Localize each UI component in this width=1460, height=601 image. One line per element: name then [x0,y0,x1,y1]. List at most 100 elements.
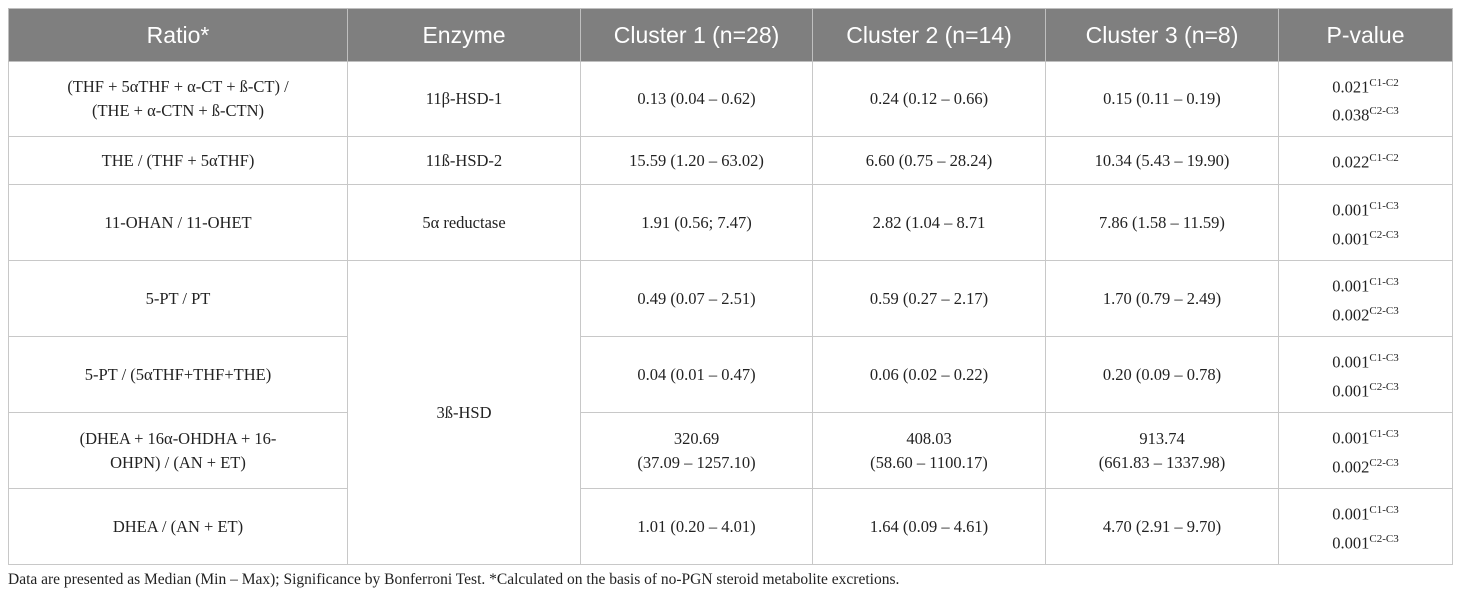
header-cell: Enzyme [347,8,581,62]
enzyme-cell: 11β-HSD-1 [347,61,581,137]
table-row: THE / (THF + 5αTHF) 11ß-HSD-2 15.59 (1.20 … [8,136,1453,185]
table-row: (THF + 5αTHF + α-CT + ß-CT) / (THE + α-CT… [8,61,1453,137]
cell-line: (DHEA + 16α-OHDHA + 16- [79,428,277,448]
p-value-comparison: C2-C3 [1369,105,1399,117]
p-value-comparison: C2-C3 [1369,380,1399,393]
p-value-line: 0.002C2-C3 [1285,451,1446,480]
cell-line: 2.82 (1.04 – 8.71 [872,212,986,232]
cell-line: (58.60 – 1100.17) [870,452,988,472]
p-value-line: 0.001C2-C3 [1285,375,1446,404]
cluster-cell: 6.60 (0.75 – 28.24) [812,136,1046,185]
p-value-line: 0.001C1-C3 [1285,270,1446,299]
cell-line: 5-PT / (5αTHF+THF+THE) [84,364,272,384]
cell-line: 0.59 (0.27 – 2.17) [869,288,989,308]
p-value: 0.001 [1332,428,1370,448]
cell-line: DHEA / (AN + ET) [112,516,244,536]
p-value-cell: 0.021C1-C2 0.038C2-C3 [1278,61,1453,137]
cell-line: 10.34 (5.43 – 19.90) [1094,150,1230,170]
header-cell: Cluster 1 (n=28) [580,8,813,62]
cluster-cell: 408.03 (58.60 – 1100.17) [812,412,1046,489]
ratio-cell: (THF + 5αTHF + α-CT + ß-CT) / (THE + α-CT… [8,61,348,137]
ratio-cell: (DHEA + 16α-OHDHA + 16- OHPN) / (AN + ET) [8,412,348,489]
header-cell: Cluster 2 (n=14) [812,8,1046,62]
p-value-comparison: C2-C3 [1369,456,1399,469]
cluster-cell: 320.69 (37.09 – 1257.10) [580,412,813,489]
cluster-cell: 2.82 (1.04 – 8.71 [812,184,1046,261]
ratio-cell: DHEA / (AN + ET) [8,488,348,565]
p-value-line: 0.001C1-C3 [1285,194,1446,223]
p-value: 0.002 [1332,305,1370,324]
cell-line: 1.91 (0.56; 7.47) [641,212,752,232]
table-header: Ratio* Enzyme Cluster 1 (n=28) Cluster 2 (n… [8,8,1453,62]
cluster-cell: 913.74 (661.83 – 1337.98) [1045,412,1279,489]
p-value-comparison: C1-C2 [1369,76,1399,89]
p-value-line: 0.001C1-C3 [1285,422,1446,451]
cell-line: 11-OHAN / 11-OHET [104,212,252,232]
enzyme-cell: 5α reductase [347,184,581,261]
cluster-cell: 0.06 (0.02 – 0.22) [812,336,1046,413]
cell-line: 320.69 [673,428,720,448]
cell-line: (THE + α-CTN + ß-CTN) [91,101,265,120]
cell-line: 15.59 (1.20 – 63.02) [629,150,764,170]
cluster-cell: 10.34 (5.43 – 19.90) [1045,136,1279,185]
p-value: 0.002 [1332,457,1370,476]
p-value-comparison: C1-C3 [1369,352,1399,364]
cluster-cell: 15.59 (1.20 – 63.02) [580,136,813,185]
cell-line: 1.70 (0.79 – 2.49) [1102,288,1222,308]
p-value-line: 0.021C1-C2 [1285,71,1446,100]
cell-line: 7.86 (1.58 – 11.59) [1099,212,1225,232]
p-value: 0.001 [1332,533,1370,552]
enzyme-cell: 11ß-HSD-2 [347,136,581,185]
p-value: 0.001 [1332,352,1370,372]
cell-line: 4.70 (2.91 – 9.70) [1102,516,1222,536]
p-value-cell: 0.001C1-C3 0.002C2-C3 [1278,412,1453,489]
p-value-line: 0.001C1-C3 [1285,346,1446,375]
p-value: 0.001 [1332,276,1370,296]
p-value-comparison: C2-C3 [1369,304,1399,317]
p-value-comparison: C1-C2 [1369,152,1399,165]
table-row: 11-OHAN / 11-OHET 5α reductase 1.91 (0.56;… [8,184,1453,261]
p-value-line: 0.022C1-C2 [1285,146,1446,175]
table-row: DHEA / (AN + ET) 1.01 (0.20 – 4.01) 1.64 (… [8,488,1453,565]
p-value-line: 0.001C1-C3 [1285,498,1446,527]
header-cell: P-value [1278,8,1453,62]
table-row: 5-PT / (5αTHF+THF+THE) 0.04 (0.01 – 0.47)… [8,336,1453,413]
cell-line: 0.20 (0.09 – 0.78) [1102,364,1222,384]
p-value-comparison: C1-C3 [1369,200,1399,212]
cell-line: (37.09 – 1257.10) [637,452,756,472]
p-value-comparison: C1-C3 [1369,504,1399,516]
cluster-cell: 0.13 (0.04 – 0.62) [580,61,813,137]
cell-line: THE / (THF + 5αTHF) [101,150,255,170]
p-value-cell: 0.001C1-C3 0.001C2-C3 [1278,336,1453,413]
p-value-comparison: C2-C3 [1369,228,1399,241]
cell-line: 408.03 [906,428,952,448]
table-row: 5-PT / PT 3ß-HSD 0.49 (0.07 – 2.51) 0.59 (0… [8,260,1453,565]
cluster-cell: 1.64 (0.09 – 4.61) [812,488,1046,565]
p-value: 0.001 [1332,504,1370,524]
cell-line: 0.06 (0.02 – 0.22) [869,364,989,384]
cell-line: 6.60 (0.75 – 28.24) [865,150,993,170]
cluster-cell: 0.49 (0.07 – 2.51) [580,260,813,337]
p-value-cell: 0.001C1-C3 0.002C2-C3 [1278,260,1453,337]
p-value-comparison: C2-C3 [1369,532,1399,545]
cluster-cell: 0.59 (0.27 – 2.17) [812,260,1046,337]
header-row: Ratio* Enzyme Cluster 1 (n=28) Cluster 2 (n… [8,8,1453,62]
cell-line: (THF + 5αTHF + α-CT + ß-CT) / [67,77,289,96]
ratio-cell: 5-PT / (5αTHF+THF+THE) [8,336,348,413]
ratio-cell: THE / (THF + 5αTHF) [8,136,348,185]
p-value-line: 0.002C2-C3 [1285,299,1446,328]
cell-line: 0.13 (0.04 – 0.62) [637,89,756,108]
p-value: 0.001 [1332,381,1370,400]
cell-line: 1.01 (0.20 – 4.01) [637,516,756,536]
p-value-comparison: C1-C3 [1369,428,1399,440]
p-value: 0.022 [1332,152,1370,172]
cell-line: 0.24 (0.12 – 0.66) [869,89,989,108]
cluster-cell: 0.20 (0.09 – 0.78) [1045,336,1279,413]
footnote: Data are presented as Median (Min – Max)… [8,571,900,588]
p-value: 0.001 [1332,200,1370,220]
p-value: 0.038 [1332,105,1370,125]
cluster-cell: 7.86 (1.58 – 11.59) [1045,184,1279,261]
p-value-comparison: C1-C3 [1369,276,1399,288]
p-value-line: 0.038C2-C3 [1285,99,1446,128]
